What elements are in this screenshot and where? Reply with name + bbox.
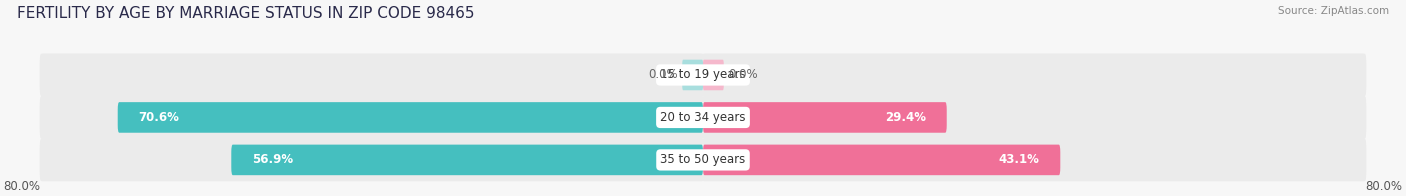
Text: FERTILITY BY AGE BY MARRIAGE STATUS IN ZIP CODE 98465: FERTILITY BY AGE BY MARRIAGE STATUS IN Z… (17, 6, 474, 21)
Text: 29.4%: 29.4% (884, 111, 927, 124)
Text: 43.1%: 43.1% (998, 153, 1039, 166)
FancyBboxPatch shape (39, 54, 1367, 96)
Text: 0.0%: 0.0% (728, 68, 758, 82)
FancyBboxPatch shape (118, 102, 703, 133)
Text: 70.6%: 70.6% (138, 111, 180, 124)
Text: 80.0%: 80.0% (3, 180, 41, 193)
FancyBboxPatch shape (703, 54, 1367, 96)
FancyBboxPatch shape (703, 102, 946, 133)
FancyBboxPatch shape (39, 54, 703, 96)
FancyBboxPatch shape (703, 145, 1060, 175)
FancyBboxPatch shape (39, 139, 1367, 181)
Text: Source: ZipAtlas.com: Source: ZipAtlas.com (1278, 6, 1389, 16)
Text: 80.0%: 80.0% (1365, 180, 1403, 193)
Text: 15 to 19 years: 15 to 19 years (661, 68, 745, 82)
FancyBboxPatch shape (232, 145, 703, 175)
Text: 20 to 34 years: 20 to 34 years (661, 111, 745, 124)
FancyBboxPatch shape (682, 60, 703, 90)
FancyBboxPatch shape (703, 139, 1367, 181)
FancyBboxPatch shape (39, 139, 703, 181)
FancyBboxPatch shape (39, 96, 703, 139)
FancyBboxPatch shape (703, 60, 724, 90)
Text: 56.9%: 56.9% (252, 153, 292, 166)
FancyBboxPatch shape (703, 96, 1367, 139)
FancyBboxPatch shape (39, 96, 1367, 139)
Text: 0.0%: 0.0% (648, 68, 678, 82)
Text: 35 to 50 years: 35 to 50 years (661, 153, 745, 166)
